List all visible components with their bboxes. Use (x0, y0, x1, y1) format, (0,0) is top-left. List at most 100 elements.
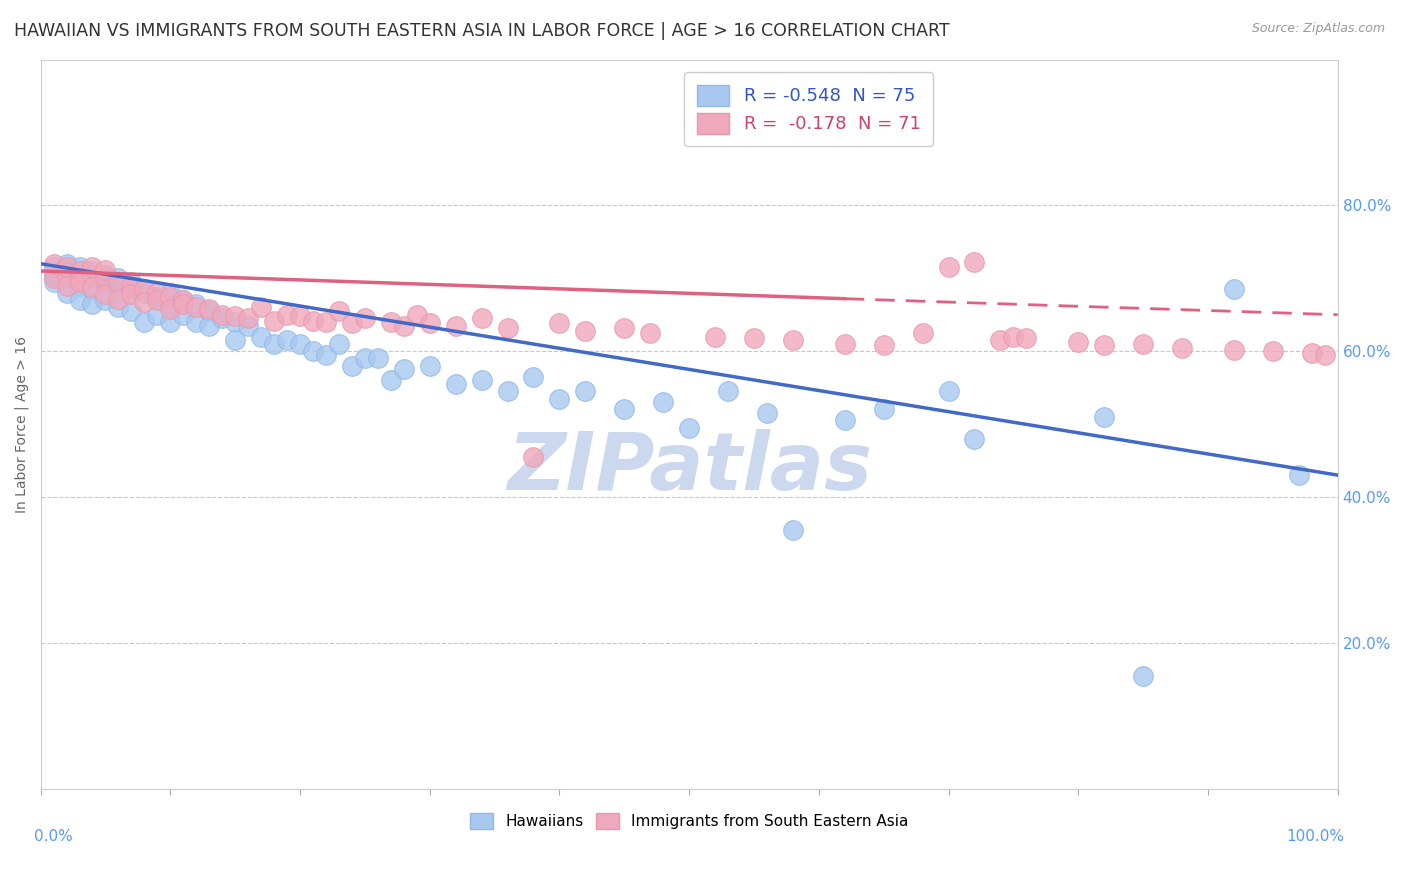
Point (172, 297, 194, 311)
Point (107, 292, 129, 306)
Point (990, 333, 1012, 347)
Point (94, 268, 117, 282)
Point (873, 402, 896, 417)
Point (873, 338, 896, 352)
Point (1288, 468, 1310, 483)
Point (55, 271, 77, 285)
Point (134, 294, 156, 309)
Point (1313, 348, 1336, 362)
Point (471, 311, 494, 326)
Point (1132, 337, 1154, 351)
Point (134, 315, 156, 329)
Point (250, 329, 273, 343)
Point (120, 275, 142, 289)
Point (522, 450, 544, 464)
Point (82, 268, 104, 282)
Point (236, 311, 259, 326)
Point (159, 297, 181, 311)
Point (613, 321, 636, 335)
Point (69, 271, 91, 285)
Point (834, 337, 856, 351)
Point (911, 326, 934, 340)
Point (963, 255, 986, 269)
Point (315, 348, 337, 362)
Point (1015, 331, 1038, 345)
Point (42, 257, 65, 271)
Point (224, 309, 246, 323)
Point (107, 301, 129, 315)
Point (146, 293, 169, 307)
Point (380, 373, 402, 387)
Point (250, 301, 273, 315)
Point (652, 395, 675, 409)
Point (834, 413, 856, 427)
Legend: Hawaiians, Immigrants from South Eastern Asia: Hawaiians, Immigrants from South Eastern… (464, 807, 914, 836)
Point (315, 315, 337, 329)
Point (938, 384, 960, 399)
Point (367, 351, 389, 366)
Text: Source: ZipAtlas.com: Source: ZipAtlas.com (1251, 22, 1385, 36)
Point (938, 260, 960, 275)
Text: 100.0%: 100.0% (1286, 829, 1344, 844)
Point (419, 317, 441, 331)
Point (69, 278, 91, 293)
Point (107, 271, 129, 285)
Point (613, 402, 636, 417)
Point (82, 260, 104, 275)
Point (159, 301, 181, 316)
Point (94, 287, 117, 301)
Point (1002, 329, 1025, 343)
Point (42, 271, 65, 285)
Point (742, 331, 765, 345)
Point (522, 369, 544, 384)
Point (172, 293, 194, 307)
Point (704, 329, 727, 343)
Point (224, 333, 246, 347)
Point (1067, 335, 1090, 350)
Point (963, 432, 986, 446)
Point (211, 311, 233, 326)
Point (380, 315, 402, 329)
Point (276, 308, 298, 322)
Point (574, 384, 596, 399)
Point (1261, 344, 1284, 359)
Point (69, 264, 91, 278)
Point (107, 275, 129, 289)
Point (42, 268, 65, 282)
Point (354, 311, 377, 326)
Point (55, 264, 77, 278)
Point (755, 406, 778, 420)
Point (55, 268, 77, 282)
Point (340, 359, 363, 373)
Point (82, 280, 104, 294)
Point (82, 264, 104, 278)
Point (224, 315, 246, 329)
Point (186, 297, 208, 311)
Point (159, 285, 181, 300)
Text: HAWAIIAN VS IMMIGRANTS FROM SOUTH EASTERN ASIA IN LABOR FORCE | AGE > 16 CORRELA: HAWAIIAN VS IMMIGRANTS FROM SOUTH EASTER… (14, 22, 949, 40)
Point (1092, 409, 1115, 424)
Point (638, 326, 661, 340)
Point (69, 275, 91, 289)
Point (548, 317, 571, 331)
Point (496, 384, 519, 399)
Point (444, 318, 467, 333)
Point (186, 315, 208, 329)
Point (55, 278, 77, 293)
Point (471, 373, 494, 387)
Point (548, 392, 571, 406)
Point (94, 293, 117, 307)
Point (172, 308, 194, 322)
Point (94, 262, 117, 277)
Point (42, 275, 65, 289)
Point (328, 304, 350, 318)
Point (172, 293, 194, 307)
Y-axis label: In Labor Force | Age > 16: In Labor Force | Age > 16 (15, 335, 30, 513)
Point (120, 278, 142, 293)
Point (94, 275, 117, 289)
Point (82, 271, 104, 285)
Point (1092, 338, 1115, 352)
Point (69, 293, 91, 307)
Point (82, 282, 104, 296)
Point (1223, 282, 1246, 296)
